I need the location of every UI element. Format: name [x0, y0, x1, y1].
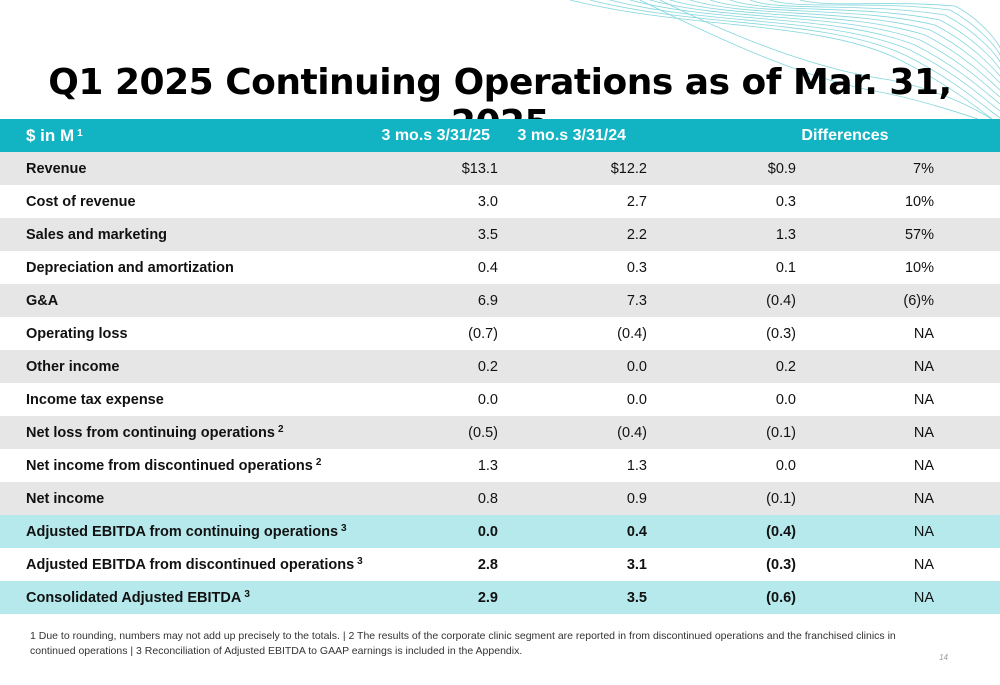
value-2024: 1.3 — [626, 457, 647, 474]
difference-amount: 0.0 — [775, 391, 796, 408]
header-differences: Differences — [801, 126, 889, 144]
difference-percent: NA — [913, 424, 934, 441]
table-row: Depreciation and amortization 0.4 0.3 0.1 10… — [0, 251, 1000, 284]
footnote: 1 Due to rounding, numbers may not add u… — [30, 630, 896, 657]
value-2025: (0.7) — [468, 325, 498, 342]
difference-percent: (6)% — [903, 292, 934, 309]
value-2025: 2.8 — [477, 556, 498, 573]
difference-percent: NA — [913, 358, 934, 375]
difference-percent: 10% — [904, 193, 934, 210]
table-row: Net income 0.8 0.9 (0.1) NA — [0, 482, 1000, 515]
difference-amount: 0.3 — [775, 193, 796, 210]
difference-amount: 1.3 — [775, 226, 796, 243]
value-2025: 3.0 — [477, 193, 498, 210]
difference-amount: $0.9 — [767, 160, 796, 177]
row-label: Other income — [26, 358, 120, 375]
difference-percent: NA — [913, 523, 934, 540]
row-label: Cost of revenue — [26, 193, 136, 210]
difference-percent: 7% — [913, 160, 934, 177]
row-label: G&A — [26, 292, 59, 309]
difference-amount: 0.1 — [775, 259, 796, 276]
value-2024: (0.4) — [617, 325, 647, 342]
row-label: Consolidated Adjusted EBITDA 3 — [26, 589, 250, 606]
value-2025: 6.9 — [477, 292, 498, 309]
difference-amount: (0.1) — [766, 424, 796, 441]
difference-amount: 0.2 — [775, 358, 796, 375]
row-label: Adjusted EBITDA from discontinued operat… — [26, 556, 363, 573]
difference-percent: NA — [913, 589, 934, 606]
table-row: Consolidated Adjusted EBITDA 3 2.9 3.5 (0.6)… — [0, 581, 1000, 614]
value-2024: 0.9 — [626, 490, 647, 507]
value-2025: 3.5 — [477, 226, 498, 243]
header-col-2024: 3 mo.s 3/31/24 — [517, 126, 626, 144]
table-row: Adjusted EBITDA from discontinued operat… — [0, 548, 1000, 581]
difference-percent: NA — [913, 391, 934, 408]
value-2024: 3.1 — [626, 556, 647, 573]
difference-amount: 0.0 — [775, 457, 796, 474]
table-row: G&A 6.9 7.3 (0.4) (6)% — [0, 284, 1000, 317]
difference-percent: NA — [913, 490, 934, 507]
value-2024: 0.4 — [626, 523, 647, 540]
table-row: Income tax expense 0.0 0.0 0.0 NA — [0, 383, 1000, 416]
difference-amount: (0.4) — [766, 523, 796, 540]
value-2025: 0.4 — [477, 259, 498, 276]
value-2025: 0.0 — [477, 391, 498, 408]
row-label: Sales and marketing — [26, 226, 168, 243]
value-2024: 0.3 — [626, 259, 647, 276]
value-2025: (0.5) — [468, 424, 498, 441]
table-row: Net loss from continuing operations 2 (0.5… — [0, 416, 1000, 449]
value-2024: 7.3 — [626, 292, 647, 309]
value-2025: 0.8 — [477, 490, 498, 507]
page-title: Q1 2025 Continuing Operations as of Mar.… — [48, 62, 952, 144]
value-2025: 1.3 — [477, 457, 498, 474]
row-label: Net income — [26, 490, 105, 507]
value-2025: 0.0 — [477, 523, 498, 540]
difference-percent: 10% — [904, 259, 934, 276]
difference-percent: NA — [913, 457, 934, 474]
value-2025: 0.2 — [477, 358, 498, 375]
difference-amount: (0.3) — [766, 556, 796, 573]
value-2024: 2.7 — [626, 193, 647, 210]
row-label: Operating loss — [26, 325, 128, 342]
value-2024: 3.5 — [626, 589, 647, 606]
table-row: Operating loss (0.7) (0.4) (0.3) NA — [0, 317, 1000, 350]
value-2024: (0.4) — [617, 424, 647, 441]
row-label: Income tax expense — [26, 391, 164, 408]
header-col-2025: 3 mo.s 3/31/25 — [381, 126, 490, 144]
value-2024: 2.2 — [626, 226, 647, 243]
value-2024: $12.2 — [610, 160, 647, 177]
value-2024: 0.0 — [626, 358, 647, 375]
table-row: Other income 0.2 0.0 0.2 NA — [0, 350, 1000, 383]
row-label: Adjusted EBITDA from continuing operatio… — [26, 523, 347, 540]
difference-amount: (0.3) — [766, 325, 796, 342]
value-2025: 2.9 — [477, 589, 498, 606]
table-row: Cost of revenue 3.0 2.7 0.3 10% — [0, 185, 1000, 218]
difference-amount: (0.6) — [766, 589, 796, 606]
decorative-wave-lines — [570, 0, 1000, 125]
difference-amount: (0.1) — [766, 490, 796, 507]
row-label: Revenue — [26, 160, 87, 177]
value-2024: 0.0 — [626, 391, 647, 408]
row-label: Net loss from continuing operations 2 — [26, 424, 284, 441]
difference-amount: (0.4) — [766, 292, 796, 309]
row-label: Net income from discontinued operations 2 — [26, 457, 322, 474]
table-row: Adjusted EBITDA from continuing operatio… — [0, 515, 1000, 548]
difference-percent: NA — [913, 556, 934, 573]
value-2025: $13.1 — [461, 160, 498, 177]
difference-percent: 57% — [904, 226, 934, 243]
page-number: 14 — [939, 653, 948, 662]
table-row: Sales and marketing 3.5 2.2 1.3 57% — [0, 218, 1000, 251]
difference-percent: NA — [913, 325, 934, 342]
table-row: Net income from discontinued operations 2… — [0, 449, 1000, 482]
row-label: Depreciation and amortization — [26, 259, 234, 276]
table-row: Revenue $13.1 $12.2 $0.9 7% — [0, 152, 1000, 185]
